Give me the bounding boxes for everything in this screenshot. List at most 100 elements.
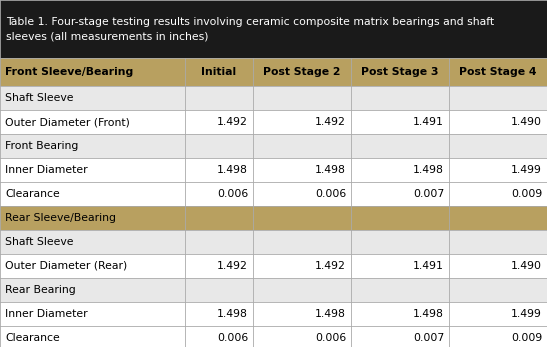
Bar bbox=[351, 134, 449, 158]
Bar bbox=[351, 158, 449, 182]
Bar bbox=[253, 206, 351, 230]
Bar bbox=[351, 302, 449, 326]
Text: 0.009: 0.009 bbox=[511, 333, 542, 343]
Text: 1.498: 1.498 bbox=[413, 309, 444, 319]
Text: 0.006: 0.006 bbox=[217, 189, 248, 199]
Text: Inner Diameter: Inner Diameter bbox=[5, 309, 88, 319]
Text: 1.499: 1.499 bbox=[511, 165, 542, 175]
Text: Front Sleeve/Bearing: Front Sleeve/Bearing bbox=[5, 67, 133, 77]
Bar bbox=[449, 206, 547, 230]
Text: 1.498: 1.498 bbox=[315, 309, 346, 319]
Bar bbox=[253, 278, 351, 302]
Bar bbox=[449, 86, 547, 110]
Bar bbox=[253, 326, 351, 347]
Text: 0.006: 0.006 bbox=[315, 189, 346, 199]
Text: Inner Diameter: Inner Diameter bbox=[5, 165, 88, 175]
Bar bbox=[449, 326, 547, 347]
Text: Outer Diameter (Front): Outer Diameter (Front) bbox=[5, 117, 130, 127]
Bar bbox=[185, 326, 253, 347]
Bar bbox=[253, 58, 351, 86]
Text: 0.007: 0.007 bbox=[413, 333, 444, 343]
Bar bbox=[0, 278, 185, 302]
Text: Front Bearing: Front Bearing bbox=[5, 141, 78, 151]
Text: 1.492: 1.492 bbox=[217, 261, 248, 271]
Bar bbox=[351, 110, 449, 134]
Text: 1.491: 1.491 bbox=[413, 117, 444, 127]
Bar bbox=[253, 182, 351, 206]
Text: Post Stage 2: Post Stage 2 bbox=[263, 67, 341, 77]
Text: Rear Bearing: Rear Bearing bbox=[5, 285, 75, 295]
Bar bbox=[449, 254, 547, 278]
Bar bbox=[185, 182, 253, 206]
Bar bbox=[0, 230, 185, 254]
Bar bbox=[351, 326, 449, 347]
Bar bbox=[0, 206, 185, 230]
Bar bbox=[185, 278, 253, 302]
Bar bbox=[449, 158, 547, 182]
Text: 1.492: 1.492 bbox=[315, 117, 346, 127]
Text: 0.006: 0.006 bbox=[315, 333, 346, 343]
Bar bbox=[351, 278, 449, 302]
Text: 1.492: 1.492 bbox=[315, 261, 346, 271]
Bar bbox=[0, 158, 185, 182]
Text: 0.009: 0.009 bbox=[511, 189, 542, 199]
Text: Clearance: Clearance bbox=[5, 189, 60, 199]
Bar bbox=[0, 0, 547, 58]
Text: 1.498: 1.498 bbox=[217, 309, 248, 319]
Bar bbox=[449, 230, 547, 254]
Text: 0.007: 0.007 bbox=[413, 189, 444, 199]
Bar bbox=[0, 58, 185, 86]
Bar bbox=[0, 254, 185, 278]
Text: 1.498: 1.498 bbox=[217, 165, 248, 175]
Text: 1.492: 1.492 bbox=[217, 117, 248, 127]
Text: Outer Diameter (Rear): Outer Diameter (Rear) bbox=[5, 261, 127, 271]
Bar bbox=[351, 206, 449, 230]
Bar bbox=[0, 86, 185, 110]
Text: Post Stage 3: Post Stage 3 bbox=[361, 67, 439, 77]
Bar bbox=[253, 86, 351, 110]
Bar bbox=[449, 182, 547, 206]
Bar bbox=[185, 206, 253, 230]
Text: 1.491: 1.491 bbox=[413, 261, 444, 271]
Bar bbox=[253, 134, 351, 158]
Bar bbox=[351, 254, 449, 278]
Bar bbox=[185, 230, 253, 254]
Bar bbox=[253, 110, 351, 134]
Bar bbox=[0, 326, 185, 347]
Bar bbox=[185, 134, 253, 158]
Bar bbox=[0, 110, 185, 134]
Bar bbox=[0, 302, 185, 326]
Text: Rear Sleeve/Bearing: Rear Sleeve/Bearing bbox=[5, 213, 116, 223]
Bar bbox=[253, 302, 351, 326]
Bar bbox=[449, 110, 547, 134]
Bar bbox=[351, 230, 449, 254]
Text: 1.498: 1.498 bbox=[413, 165, 444, 175]
Bar bbox=[185, 110, 253, 134]
Bar bbox=[351, 86, 449, 110]
Bar bbox=[185, 86, 253, 110]
Text: 1.490: 1.490 bbox=[511, 117, 542, 127]
Bar bbox=[449, 302, 547, 326]
Bar bbox=[0, 134, 185, 158]
Bar bbox=[185, 302, 253, 326]
Bar bbox=[351, 58, 449, 86]
Text: Initial: Initial bbox=[201, 67, 236, 77]
Bar bbox=[253, 158, 351, 182]
Text: Post Stage 4: Post Stage 4 bbox=[459, 67, 537, 77]
Text: Shaft Sleeve: Shaft Sleeve bbox=[5, 93, 73, 103]
Text: 1.498: 1.498 bbox=[315, 165, 346, 175]
Text: 1.490: 1.490 bbox=[511, 261, 542, 271]
Bar bbox=[253, 230, 351, 254]
Text: Clearance: Clearance bbox=[5, 333, 60, 343]
Text: 0.006: 0.006 bbox=[217, 333, 248, 343]
Bar bbox=[449, 134, 547, 158]
Bar bbox=[185, 58, 253, 86]
Bar bbox=[185, 158, 253, 182]
Text: Shaft Sleeve: Shaft Sleeve bbox=[5, 237, 73, 247]
Text: 1.499: 1.499 bbox=[511, 309, 542, 319]
Bar bbox=[0, 182, 185, 206]
Bar bbox=[253, 254, 351, 278]
Bar bbox=[449, 278, 547, 302]
Bar bbox=[351, 182, 449, 206]
Bar bbox=[449, 58, 547, 86]
